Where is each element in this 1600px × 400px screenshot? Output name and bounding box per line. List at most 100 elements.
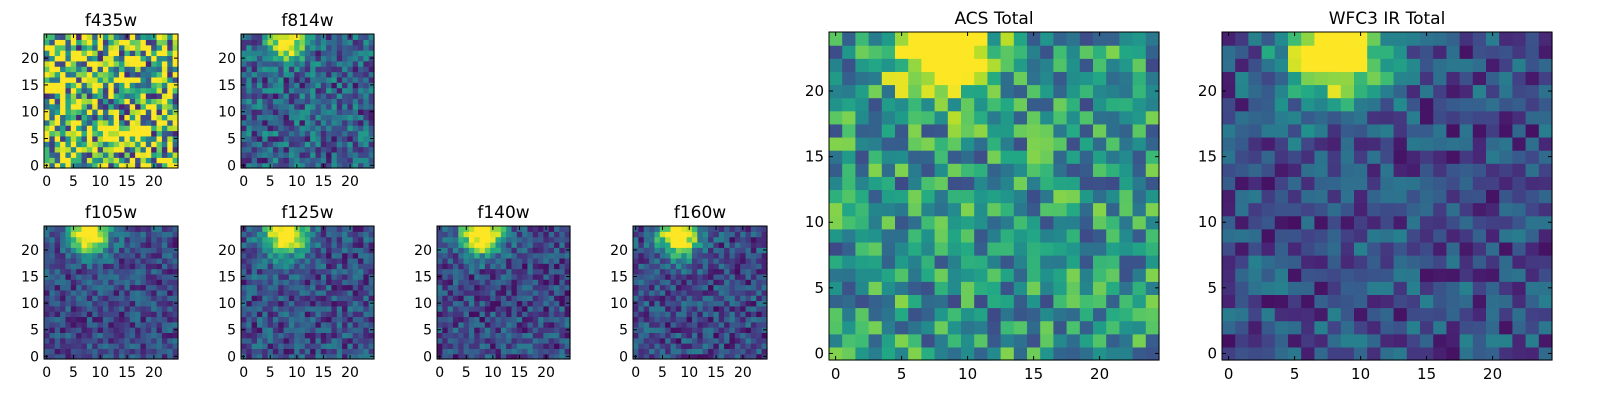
heatmap-cell	[320, 273, 327, 280]
heatmap-cell	[1314, 202, 1329, 217]
heatmap-cell	[156, 76, 163, 83]
heatmap-cell	[49, 76, 56, 83]
heatmap-cell	[908, 215, 922, 230]
heatmap-cell	[167, 39, 174, 46]
heatmap-cell	[145, 337, 152, 344]
heatmap-cell	[495, 300, 502, 307]
heatmap-cell	[1525, 294, 1540, 309]
heatmap-cell	[675, 231, 682, 238]
heatmap-cell	[283, 146, 290, 153]
heatmap-cell	[675, 284, 682, 291]
heatmap-cell	[358, 305, 364, 312]
heatmap-cell	[756, 241, 763, 248]
heatmap-cell	[119, 241, 125, 248]
heatmap-cell	[829, 123, 843, 138]
heatmap-cell	[484, 332, 491, 339]
heatmap-cell	[310, 55, 317, 62]
heatmap-cell	[447, 316, 454, 323]
heatmap-cell	[256, 231, 263, 238]
heatmap-cell	[145, 321, 152, 328]
y-tick-label: 5	[423, 323, 432, 339]
heatmap-cell	[267, 295, 274, 302]
heatmap-cell	[262, 268, 269, 275]
heatmap-cell	[76, 44, 83, 51]
heatmap-cell	[564, 226, 571, 232]
heatmap-cell	[474, 353, 481, 360]
heatmap-cell	[76, 268, 83, 275]
heatmap-cell	[161, 268, 168, 275]
heatmap-cell	[102, 50, 109, 57]
heatmap-cell	[458, 321, 465, 328]
heatmap-cell	[86, 135, 93, 142]
heatmap-cell	[283, 98, 290, 105]
heatmap-cell	[1446, 268, 1461, 282]
heatmap-cell	[1393, 333, 1408, 348]
heatmap-cell	[49, 247, 56, 254]
heatmap-cell	[363, 76, 370, 83]
heatmap-cell	[304, 348, 311, 355]
heatmap-cell	[665, 295, 672, 302]
heatmap-cell	[468, 263, 475, 270]
heatmap-cell	[1459, 281, 1474, 295]
heatmap-cell	[654, 231, 661, 238]
heatmap-cell	[368, 76, 375, 83]
heatmap-cell	[60, 268, 67, 275]
heatmap-cell	[1093, 58, 1107, 72]
heatmap-cell	[1472, 333, 1487, 348]
heatmap-cell	[326, 257, 333, 264]
heatmap-cell	[452, 348, 459, 355]
heatmap-cell	[895, 84, 909, 99]
heatmap-cell	[272, 353, 279, 360]
heatmap-cell	[272, 252, 279, 259]
heatmap-cell	[697, 337, 704, 344]
heatmap-cell	[474, 289, 481, 296]
heatmap-cell	[129, 109, 136, 115]
heatmap-cell	[961, 215, 975, 230]
heatmap-cell	[102, 71, 109, 78]
heatmap-cell	[151, 157, 158, 164]
heatmap-cell	[102, 241, 109, 248]
heatmap-cell	[1119, 346, 1134, 361]
heatmap-cell	[92, 125, 99, 132]
heatmap-cell	[532, 257, 539, 264]
heatmap-cell	[283, 50, 290, 57]
heatmap-cell	[713, 295, 720, 302]
heatmap-cell	[326, 135, 333, 142]
heatmap-cell	[538, 263, 544, 270]
heatmap-cell	[60, 39, 67, 46]
heatmap-cell	[135, 343, 142, 349]
heatmap-cell	[310, 343, 317, 349]
heatmap-cell	[304, 60, 311, 67]
heatmap-cell	[76, 300, 83, 307]
heatmap-cell	[511, 247, 518, 254]
heatmap-cell	[675, 300, 682, 307]
heatmap-cell	[44, 60, 50, 67]
heatmap-cell	[1000, 307, 1015, 322]
heatmap-cell	[543, 311, 550, 318]
heatmap-cell	[855, 136, 870, 151]
heatmap-cell	[522, 279, 529, 286]
heatmap-cell	[500, 241, 507, 248]
heatmap-cell	[522, 289, 529, 296]
heatmap-cell	[1093, 123, 1107, 138]
heatmap-cell	[161, 60, 168, 67]
heatmap-cell	[532, 305, 539, 312]
heatmap-cell	[65, 332, 72, 339]
heatmap-cell	[947, 97, 962, 112]
heatmap-cell	[1512, 281, 1527, 295]
heatmap-cell	[740, 289, 747, 296]
heatmap-cell	[352, 60, 359, 67]
heatmap-cell	[358, 295, 364, 302]
heatmap-cell	[895, 320, 909, 335]
heatmap-cell	[1367, 346, 1381, 361]
heatmap-cell	[310, 103, 317, 110]
heatmap-cell	[49, 348, 56, 355]
heatmap-cell	[172, 305, 179, 312]
heatmap-cell	[1106, 255, 1120, 269]
heatmap-cell	[326, 226, 333, 232]
heatmap-cell	[283, 34, 290, 40]
heatmap-cell	[500, 231, 507, 238]
heatmap-cell	[347, 92, 354, 99]
heatmap-cell	[320, 125, 327, 132]
heatmap-cell	[484, 263, 491, 270]
